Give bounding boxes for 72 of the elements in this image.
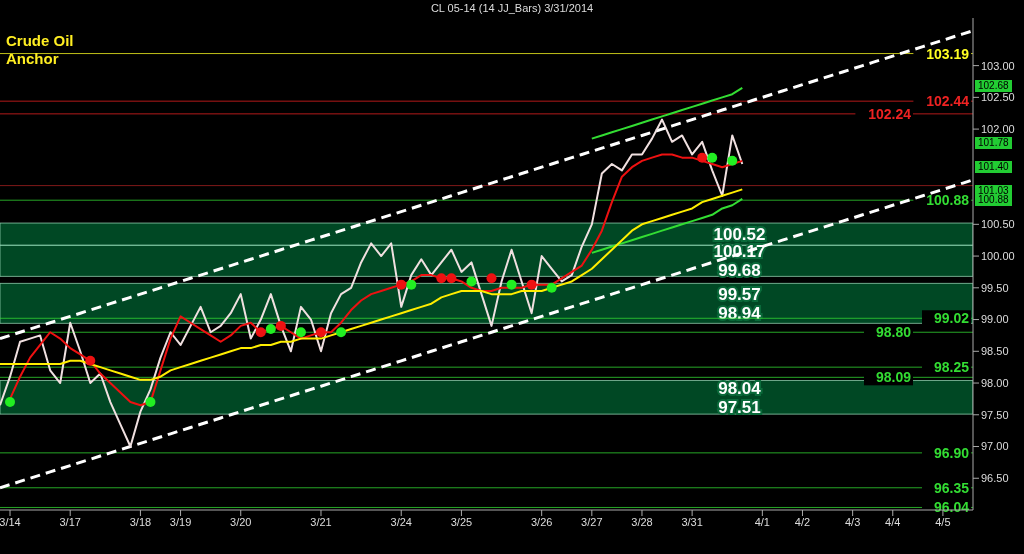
- x-tick-label: 3/24: [390, 515, 412, 528]
- point: [446, 273, 457, 284]
- ref-line-label: 96.35: [933, 479, 970, 496]
- y-tick-label: 99.50: [981, 281, 1009, 294]
- x-tick-label: 4/4: [885, 515, 901, 528]
- x-tick-label: 3/14: [0, 515, 21, 528]
- x-tick-label: 4/1: [754, 515, 770, 528]
- ref-line-label: 98.80: [875, 324, 912, 341]
- point: [546, 282, 557, 293]
- y-tick-label: 96.50: [981, 472, 1009, 485]
- y-tick-label: 97.00: [981, 440, 1009, 453]
- point: [145, 397, 156, 408]
- x-tick-label: 3/19: [169, 515, 192, 528]
- line-series: [590, 86, 744, 140]
- x-tick-label: 3/25: [450, 515, 473, 528]
- point: [466, 276, 477, 287]
- point: [406, 279, 417, 290]
- y-tick-label: 102.00: [981, 123, 1015, 135]
- x-tick-label: 3/21: [310, 515, 332, 528]
- point: [707, 152, 718, 163]
- point: [85, 355, 96, 366]
- band-label: 100.52: [713, 225, 766, 245]
- point: [255, 327, 266, 338]
- x-tick-label: 4/2: [794, 515, 811, 528]
- x-tick-label: 4/5: [935, 515, 951, 528]
- ref-line-label: 103.19: [926, 45, 970, 62]
- point: [275, 320, 286, 331]
- x-tick-label: 3/31: [681, 515, 703, 528]
- x-tick-label: 3/27: [581, 515, 603, 528]
- point: [265, 324, 276, 335]
- ref-line-label: 99.02: [933, 310, 970, 327]
- annotation: Anchor: [6, 50, 59, 67]
- y-tick-label: 100.50: [981, 218, 1015, 231]
- point: [396, 279, 407, 290]
- point: [526, 279, 537, 290]
- y-tick-label: 102.50: [981, 91, 1015, 104]
- point: [315, 327, 326, 338]
- y-tick-label: 99.00: [981, 313, 1009, 326]
- ref-line-label: 100.88: [926, 192, 970, 209]
- y-tick-label: 97.50: [981, 408, 1009, 421]
- annotation: 100.88: [975, 194, 1012, 207]
- point: [5, 397, 16, 408]
- point: [486, 273, 497, 284]
- annotation: 102.68: [975, 79, 1012, 92]
- point: [295, 327, 306, 338]
- ref-line-label: 102.44: [926, 93, 970, 110]
- band-label: 98.04 97.51: [718, 378, 762, 417]
- x-tick-label: 3/18: [129, 515, 152, 528]
- point: [697, 152, 708, 163]
- ref-line-label: 102.24: [868, 105, 912, 122]
- x-tick-label: 3/17: [59, 515, 81, 528]
- chart-title: CL 05-14 (14 JJ_Bars) 3/31/2014: [429, 2, 595, 14]
- x-tick-label: 3/26: [530, 515, 553, 528]
- y-tick-label: 98.50: [981, 345, 1009, 358]
- point: [436, 273, 447, 284]
- point: [506, 279, 517, 290]
- ref-line-label: 98.25: [933, 359, 970, 376]
- annotation: 101.40: [975, 161, 1012, 174]
- ref-line-label: 96.90: [933, 444, 970, 461]
- point: [727, 155, 738, 166]
- y-tick-label: 103.00: [981, 59, 1015, 72]
- ref-line-label: 96.04: [933, 499, 970, 516]
- annotation: Crude Oil: [6, 32, 74, 49]
- point: [336, 327, 347, 338]
- y-tick-label: 98.00: [981, 376, 1009, 389]
- x-tick-label: 3/28: [631, 515, 653, 528]
- annotation: 101.78: [975, 137, 1012, 150]
- x-tick-label: 3/20: [230, 515, 252, 528]
- y-tick-label: 100.00: [981, 249, 1015, 262]
- ref-line-label: 98.09: [875, 369, 912, 386]
- band-label: 99.57 98.94: [718, 284, 762, 323]
- x-tick-label: 4/3: [844, 515, 861, 528]
